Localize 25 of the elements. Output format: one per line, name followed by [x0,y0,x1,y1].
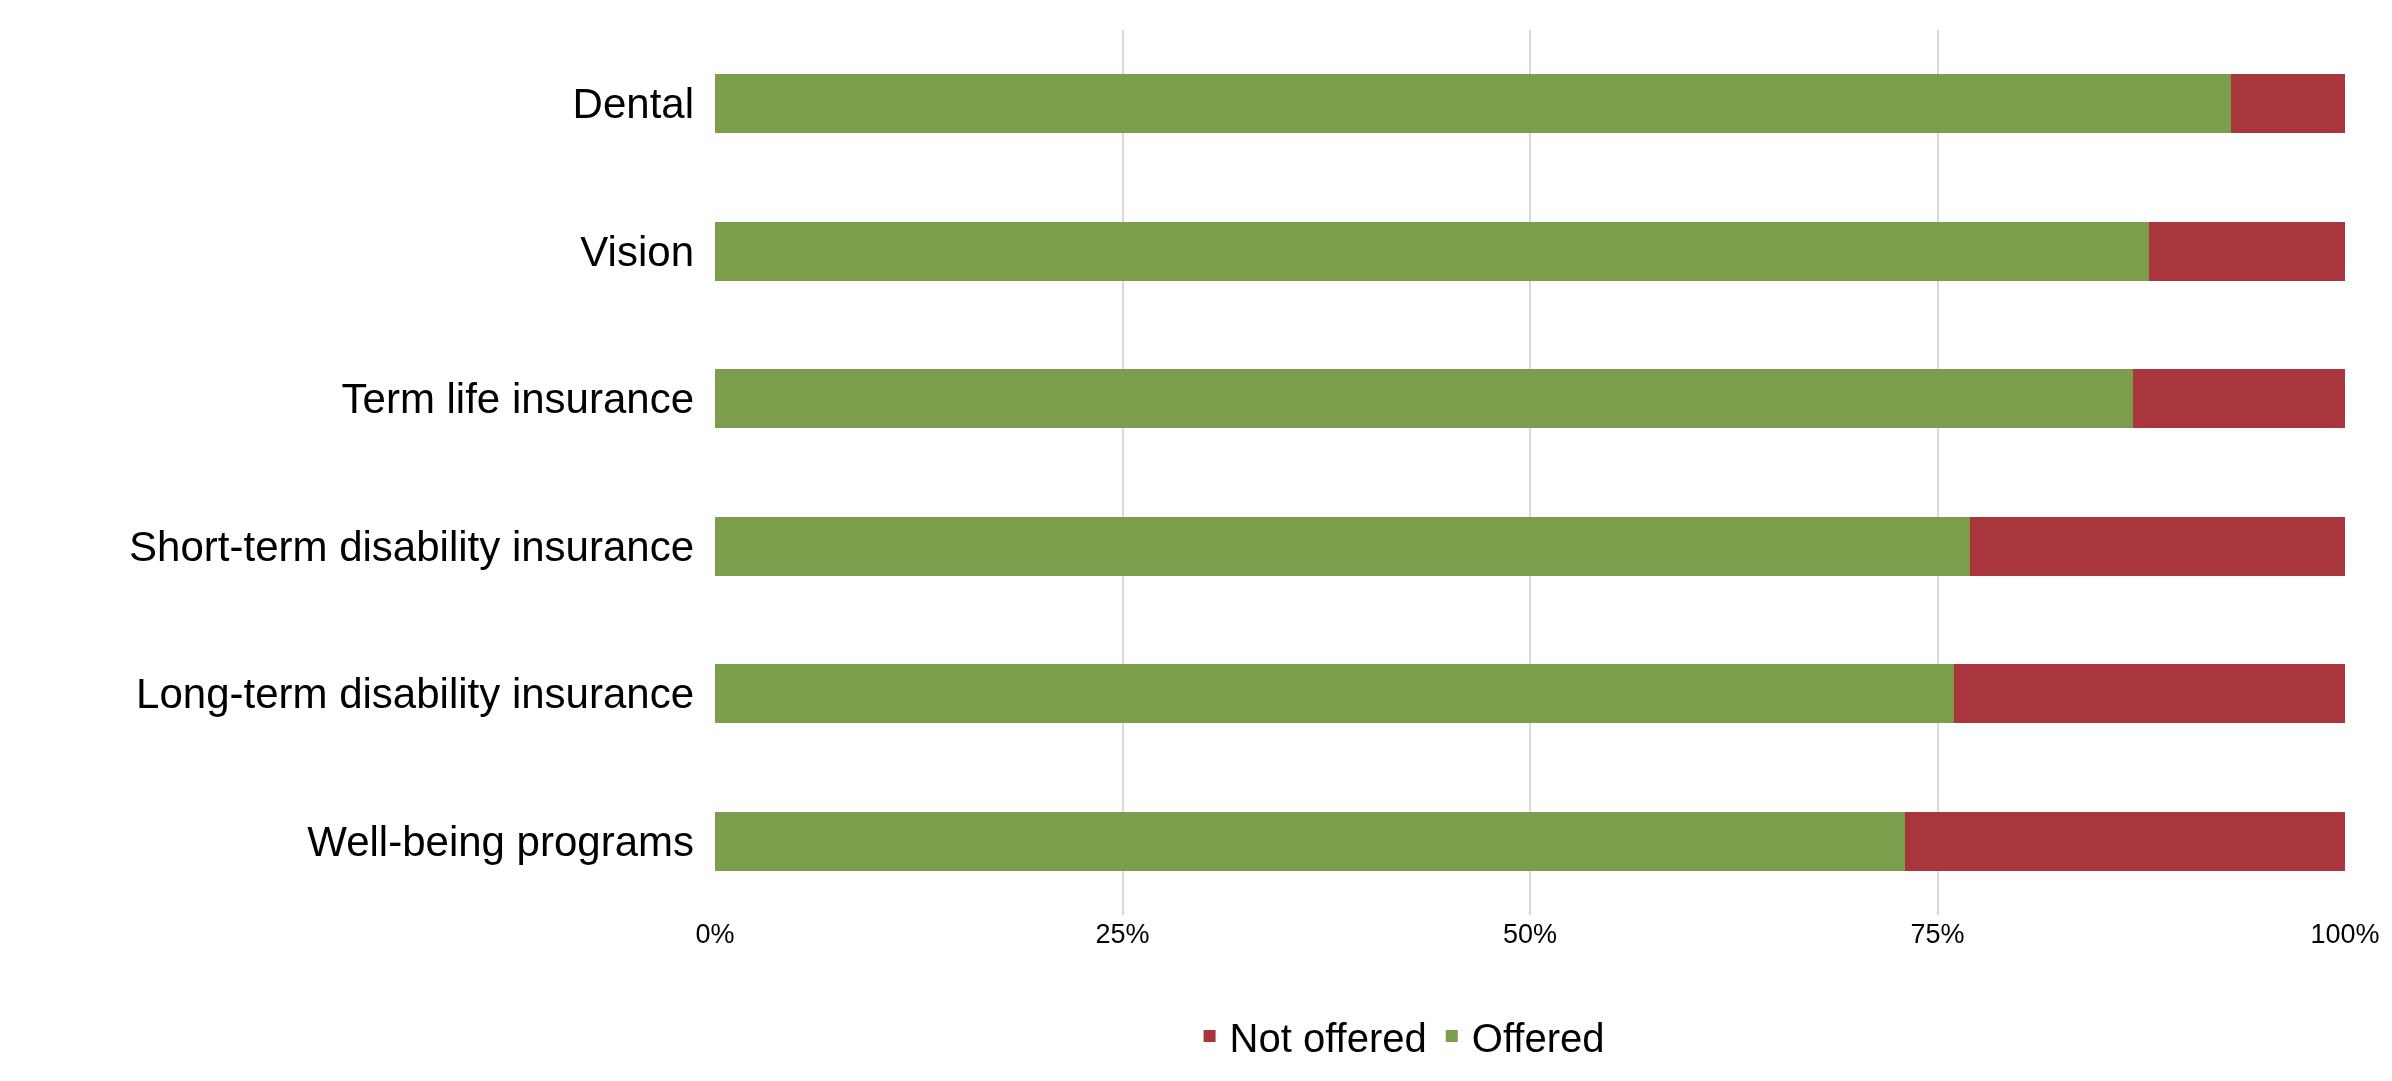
bar [1970,516,2345,576]
bar [1953,664,2345,724]
x-tick-label: 0% [695,919,735,949]
bar [2133,369,2345,429]
x-tick-label: 25% [1095,919,1150,949]
x-tick-label: 50% [1502,919,1558,949]
bar [715,369,2134,429]
legend-label: Not offered [1229,1015,1427,1060]
y-tick-label: Vision [580,227,694,275]
bar [715,221,2150,281]
legend-label: Offered [1471,1015,1605,1060]
bar [2149,221,2345,281]
bar [715,516,1971,576]
bar [715,664,1954,724]
y-tick-label: Term life insurance [341,375,694,423]
y-tick-label: Long-term disability insurance [136,670,694,718]
y-tick-label: Short-term disability insurance [129,522,694,570]
bar [715,811,1905,871]
x-tick-label: 75% [1910,919,1965,949]
y-tick-label: Well-being programs [307,817,694,865]
bar [2230,74,2345,134]
y-tick-label: Dental [572,80,694,128]
bar [715,74,2231,134]
x-tick-label: 100% [2310,919,2380,949]
bar [1904,811,2345,871]
